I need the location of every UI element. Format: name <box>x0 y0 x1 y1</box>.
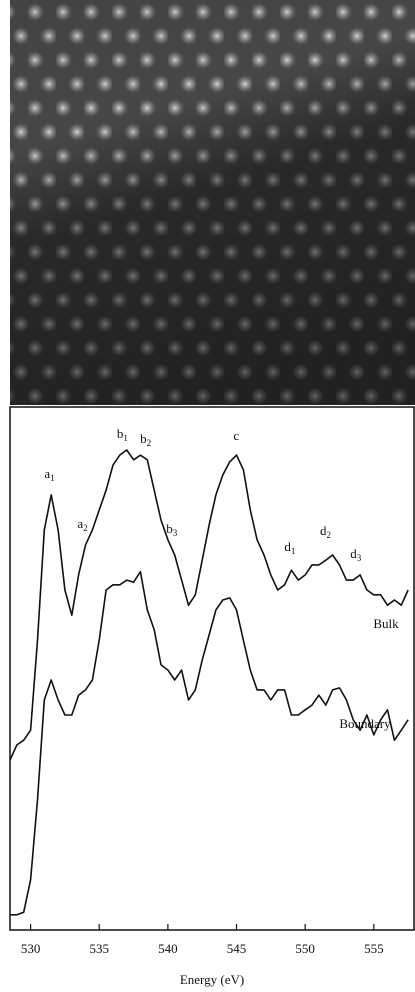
spectrum-line <box>10 450 408 760</box>
series-label: Bulk <box>373 616 399 631</box>
peak-letter: c <box>233 428 239 443</box>
peak-label: d1 <box>284 539 295 556</box>
peak-label: d3 <box>350 546 362 563</box>
x-tick-label: 545 <box>227 941 247 956</box>
x-tick-label: 550 <box>295 941 315 956</box>
x-axis-label: Energy (eV) <box>180 972 244 987</box>
atomic-image <box>10 0 415 405</box>
plot-frame <box>10 407 414 930</box>
peak-subscript: 1 <box>123 433 128 443</box>
peak-label: b1 <box>117 426 128 443</box>
peak-label: c <box>233 428 239 443</box>
peak-label: d2 <box>320 523 331 540</box>
peak-label: b2 <box>140 431 151 448</box>
x-tick-label: 555 <box>364 941 384 956</box>
x-tick-label: 530 <box>21 941 41 956</box>
peak-label: a1 <box>44 466 54 483</box>
peak-subscript: 2 <box>147 438 152 448</box>
series-label: Boundary <box>339 716 391 731</box>
peak-subscript: 3 <box>173 528 178 538</box>
spectrum-line <box>10 572 408 915</box>
peak-subscript: 1 <box>50 473 55 483</box>
figure: Energy (eV) 530 535 540 545 550 555 Bulk Bounda… <box>0 0 415 992</box>
x-tick-label: 535 <box>89 941 109 956</box>
peak-label: a2 <box>77 516 87 533</box>
x-tick-label: 540 <box>158 941 178 956</box>
peak-subscript: 1 <box>291 546 296 556</box>
peak-subscript: 2 <box>83 523 88 533</box>
peak-subscript: 3 <box>357 553 362 563</box>
peak-subscript: 2 <box>327 530 332 540</box>
peak-label: b3 <box>166 521 178 538</box>
